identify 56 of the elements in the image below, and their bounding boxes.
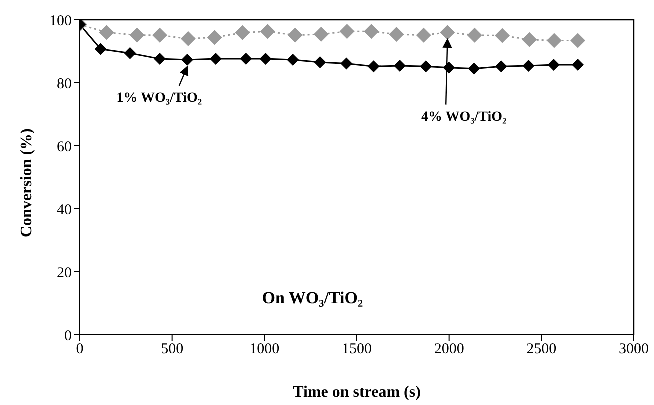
x-tick-label: 1500 <box>342 342 372 358</box>
x-axis-title: Time on stream (s) <box>293 384 421 401</box>
point <box>99 25 114 40</box>
point <box>235 25 250 40</box>
point <box>288 28 303 43</box>
annotation: On WO₃/TiO₂ <box>262 288 364 308</box>
point <box>260 24 276 40</box>
x-tick-label: 3000 <box>619 342 649 358</box>
y-axis-title: Conversion (%) <box>18 128 36 238</box>
point <box>368 60 380 73</box>
point <box>94 43 107 56</box>
point <box>570 33 586 48</box>
point <box>546 33 562 48</box>
point <box>130 28 145 43</box>
y-tick-label: 80 <box>57 76 72 92</box>
point <box>522 60 535 72</box>
y-tick-label: 20 <box>57 265 72 282</box>
point <box>154 53 166 66</box>
point <box>364 24 380 40</box>
y-tick-label: 60 <box>57 139 72 156</box>
x-tick-label: 0 <box>76 342 84 358</box>
point <box>180 31 196 46</box>
point <box>340 24 355 40</box>
point <box>152 28 168 43</box>
point <box>210 53 222 66</box>
point <box>495 28 510 44</box>
y-tick-label: 0 <box>64 328 72 344</box>
point <box>260 53 272 66</box>
point <box>420 60 432 73</box>
point <box>207 30 222 46</box>
point <box>522 32 538 48</box>
point <box>440 25 456 40</box>
point <box>468 62 480 75</box>
x-tick-label: 2000 <box>434 342 464 358</box>
point <box>495 60 508 73</box>
text: 4% WO₃/TiO₂ <box>421 110 507 125</box>
point <box>181 54 194 66</box>
point <box>394 60 406 72</box>
point <box>467 28 482 43</box>
point <box>124 47 136 60</box>
point <box>548 59 560 72</box>
point <box>287 54 300 66</box>
x-tick-label: 1000 <box>250 342 280 358</box>
point <box>572 59 584 72</box>
x-tick-label: 500 <box>161 342 184 358</box>
point <box>340 58 353 70</box>
point <box>314 26 329 42</box>
point <box>314 56 326 69</box>
x-tick-label: 2500 <box>526 342 557 358</box>
point <box>389 26 404 42</box>
y-tick-label: 40 <box>57 202 72 218</box>
legend-label: 1% WO₃/TiO₂ <box>116 90 202 106</box>
y-tick-label: 100 <box>50 13 72 30</box>
point <box>240 53 252 66</box>
point <box>443 62 456 74</box>
point <box>416 28 432 43</box>
